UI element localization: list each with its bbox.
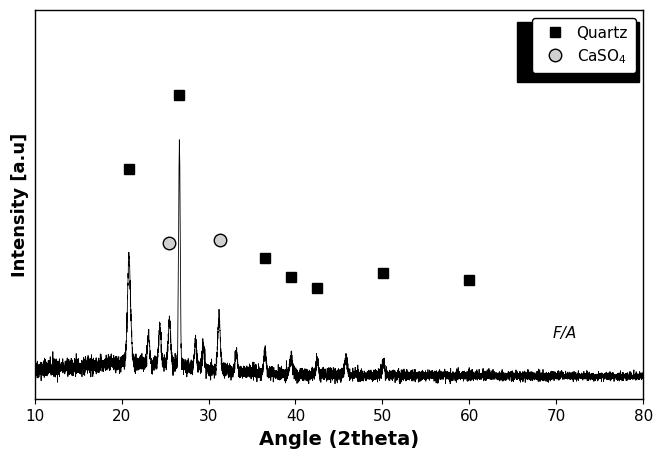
FancyBboxPatch shape (517, 22, 639, 83)
Legend: Quartz, CaSO$_4$: Quartz, CaSO$_4$ (533, 19, 635, 74)
Y-axis label: Intensity [a.u]: Intensity [a.u] (11, 133, 29, 277)
X-axis label: Angle (2theta): Angle (2theta) (259, 429, 419, 448)
Text: F/A: F/A (553, 325, 577, 340)
